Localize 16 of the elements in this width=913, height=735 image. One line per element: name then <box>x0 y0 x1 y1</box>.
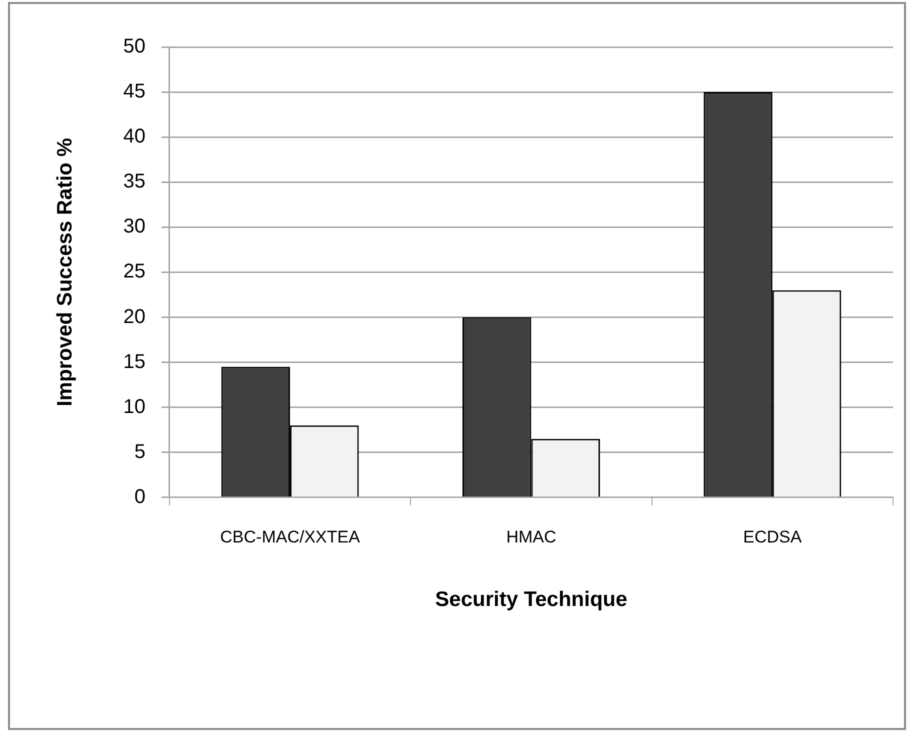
x-tick-label: ECDSA <box>743 527 802 546</box>
y-tick-label: 45 <box>123 80 146 103</box>
y-tick-label: 50 <box>123 36 146 58</box>
y-tick-label: 15 <box>123 350 146 373</box>
x-tick-label: HMAC <box>506 527 556 546</box>
y-tick-label: 20 <box>123 306 146 328</box>
x-axis-title: Security Technique <box>435 588 628 612</box>
y-tick-label: 0 <box>134 486 146 508</box>
y-tick-label: 10 <box>123 396 146 418</box>
x-tick-label: CBC-MAC/XXTEA <box>220 527 361 546</box>
y-tick-label: 40 <box>123 126 146 148</box>
y-tick-label: 25 <box>123 260 146 283</box>
y-tick-label: 5 <box>134 440 146 463</box>
y-axis-title: Improved Success Ratio % <box>53 138 76 406</box>
y-tick-label: 35 <box>123 170 146 193</box>
y-tick-label: 30 <box>123 216 146 238</box>
